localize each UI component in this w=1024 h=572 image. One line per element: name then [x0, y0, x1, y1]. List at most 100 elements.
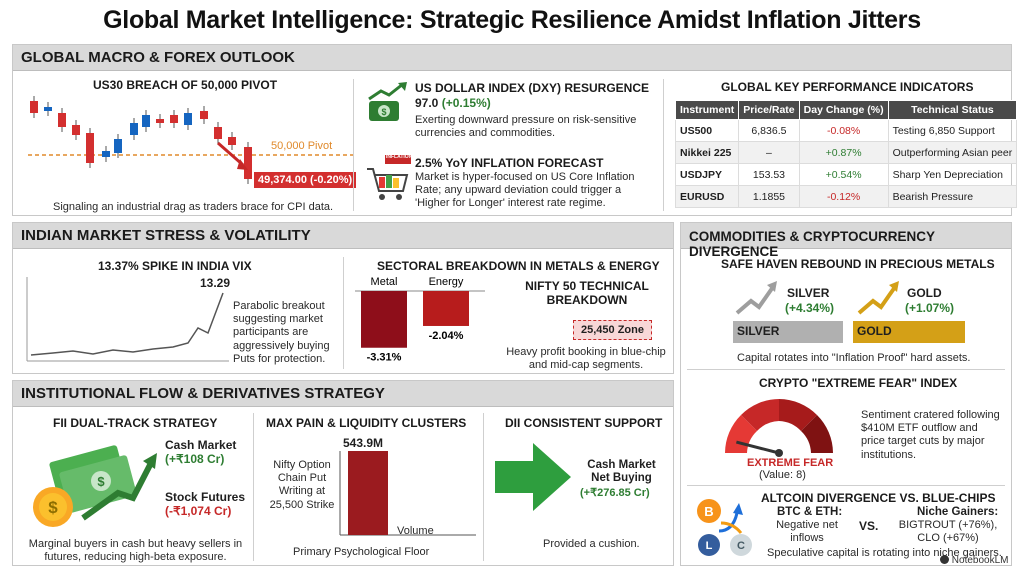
maxpain-value: 543.9M: [343, 436, 384, 450]
candle-body: [244, 147, 252, 179]
nifty-text: Heavy profit booking in blue-chip and mi…: [506, 346, 666, 372]
vix-peak-label: 13.29: [200, 276, 231, 290]
us30-caption: Signaling an industrial drag as traders …: [53, 201, 334, 213]
sectoral-bar-chart: Metal -3.31% Energy -2.04%: [355, 276, 485, 364]
fii-cash-value: (+₹108 Cr): [165, 452, 225, 466]
kpi-column-header: Technical Status: [887, 100, 1018, 120]
india-panel: INDIAN MARKET STRESS & VOLATILITY 13.37%…: [12, 222, 674, 374]
kpi-column-header: Day Change (%): [798, 100, 889, 120]
pivot-label: 50,000 Pivot: [271, 140, 333, 152]
crypto-text: Sentiment cratered following $410M ETF o…: [861, 409, 1000, 461]
gold-bar: GOLD: [853, 321, 965, 343]
money-flow-icon: $ $: [33, 445, 157, 527]
altcoin-right-title: Niche Gainers:: [917, 506, 999, 518]
svg-text:$: $: [381, 107, 386, 117]
silver-up-icon: [735, 281, 777, 315]
safe-haven-heading: SAFE HAVEN REBOUND IN PRECIOUS METALS: [721, 257, 995, 271]
fear-label: EXTREME FEAR: [747, 457, 834, 469]
kpi-cell: +0.54%: [798, 163, 889, 186]
candle-body: [214, 127, 222, 139]
vix-line-chart: [26, 277, 229, 362]
kpi-cell: Outperforming Asian peer: [887, 141, 1018, 164]
svg-text:L: L: [706, 540, 713, 552]
maxpain-desc: Nifty Option Chain Put Writing at 25,500…: [269, 459, 335, 511]
kpi-cell: Nikkei 225: [674, 141, 740, 164]
nifty-zone: 25,450 Zone: [573, 320, 652, 340]
dii-value: (+₹276.85 Cr): [580, 487, 650, 499]
macro-panel: GLOBAL MACRO & FOREX OUTLOOK US30 BREACH…: [12, 44, 1018, 216]
down-arrow: [217, 141, 244, 167]
fii-caption: Marginal buyers in cash but heavy seller…: [28, 538, 243, 564]
page-title: Global Market Intelligence: Strategic Re…: [103, 6, 921, 34]
maxpain-heading: MAX PAIN & LIQUIDITY CLUSTERS: [266, 416, 467, 430]
candle-body: [72, 125, 80, 135]
svg-text:$: $: [97, 474, 105, 489]
kpi-row: Nikkei 225– +0.87% Outperforming Asian pee…: [674, 141, 1018, 164]
gold-change: (+1.07%): [905, 301, 955, 315]
kpi-cell: -0.12%: [798, 185, 889, 208]
sectoral-heading: SECTORAL BREAKDOWN IN METALS & ENERGY: [377, 259, 660, 273]
kpi-column-header: Instrument: [674, 100, 740, 120]
maxpain-axis-label: Volume: [397, 525, 434, 537]
institutional-panel: INSTITUTIONAL FLOW & DERIVATIVES STRATEG…: [12, 380, 674, 566]
dxy-value-line: 97.0 (+0.15%): [415, 96, 491, 110]
dxy-value: 97.0: [415, 96, 439, 110]
fear-value: (Value: 8): [759, 469, 806, 481]
india-band: INDIAN MARKET STRESS & VOLATILITY: [13, 223, 673, 249]
us30-price-tag: 49,374.00 (-0.20%): [254, 172, 357, 188]
kpi-cell: 6,836.5: [738, 119, 800, 142]
dxy-text: Exerting downward pressure on risk-sensi…: [415, 114, 637, 140]
candle-body: [200, 111, 208, 119]
kpi-cell: +0.87%: [798, 141, 889, 164]
sector-bar: [361, 291, 407, 348]
institutional-band: INSTITUTIONAL FLOW & DERIVATIVES STRATEG…: [13, 381, 673, 407]
fii-futures-label: Stock Futures: [165, 490, 246, 504]
candle-body: [130, 123, 138, 135]
svg-text:C: C: [737, 540, 745, 552]
down-arrowhead: [237, 159, 248, 170]
candle-body: [156, 119, 164, 123]
kpi-cell: Testing 6,850 Support: [887, 119, 1018, 142]
kpi-column-header: Price/Rate: [738, 100, 800, 120]
kpi-cell: Bearish Pressure: [887, 185, 1018, 208]
vix-series-line: [30, 292, 224, 356]
commodities-band: COMMODITIES & CRYPTOCURRENCY DIVERGENCE: [681, 223, 1011, 259]
shopping-cart-icon: [367, 155, 411, 200]
kpi-cell: USDJPY: [674, 163, 740, 186]
kpi-cell: –: [738, 141, 800, 164]
kpi-row: USDJPY 153.53 +0.54% Sharp Yen Depreciation: [674, 163, 1018, 186]
altcoin-vs: VS.: [859, 519, 879, 533]
inflation-text: Market is hyper-focused on US Core Infla…: [415, 171, 635, 210]
kpi-row: EURUSD 1.1855 -0.12% Bearish Pressure: [674, 185, 1018, 208]
vix-text: Parabolic breakout suggesting market par…: [233, 300, 330, 365]
kpi-table: Instrument Price/Rate Day Change (%) Techni…: [674, 100, 1018, 208]
silver-bar: SILVER: [733, 321, 843, 343]
vix-heading: 13.37% SPIKE IN INDIA VIX: [98, 259, 252, 273]
fii-heading: FII DUAL-TRACK STRATEGY: [53, 416, 218, 430]
dii-heading: DII CONSISTENT SUPPORT: [505, 416, 663, 430]
dxy-heading: US DOLLAR INDEX (DXY) RESURGENCE: [415, 81, 650, 95]
inflation-heading: 2.5% YoY INFLATION FORECAST: [415, 156, 604, 170]
fear-gauge: [725, 399, 833, 457]
fii-futures-value: (-₹1,074 Cr): [165, 504, 232, 518]
candle-body: [228, 137, 236, 145]
svg-text:$: $: [48, 498, 58, 517]
maxpain-caption: Primary Psychological Floor: [293, 546, 430, 558]
nifty-heading: NIFTY 50 TECHNICAL BREAKDOWN: [525, 279, 649, 307]
silver-change: (+4.34%): [785, 301, 835, 315]
maxpain-bar-chart: [339, 451, 476, 536]
dii-caption: Provided a cushion.: [543, 538, 640, 550]
sector-name: Metal: [371, 276, 398, 288]
sector-value: -3.31%: [367, 352, 402, 364]
candle-body: [58, 113, 66, 127]
notebooklm-watermark: NotebookLM: [940, 555, 1008, 566]
sector-bar: [423, 291, 469, 326]
silver-name: SILVER: [787, 286, 830, 300]
gold-up-icon: [857, 281, 899, 315]
commodities-panel: COMMODITIES & CRYPTOCURRENCY DIVERGENCE …: [680, 222, 1012, 566]
kpi-cell: -0.08%: [798, 119, 889, 142]
svg-text:B: B: [704, 504, 713, 519]
dxy-change: (+0.15%): [441, 96, 491, 110]
gold-name: GOLD: [907, 286, 942, 300]
watermark-icon: [940, 555, 949, 564]
